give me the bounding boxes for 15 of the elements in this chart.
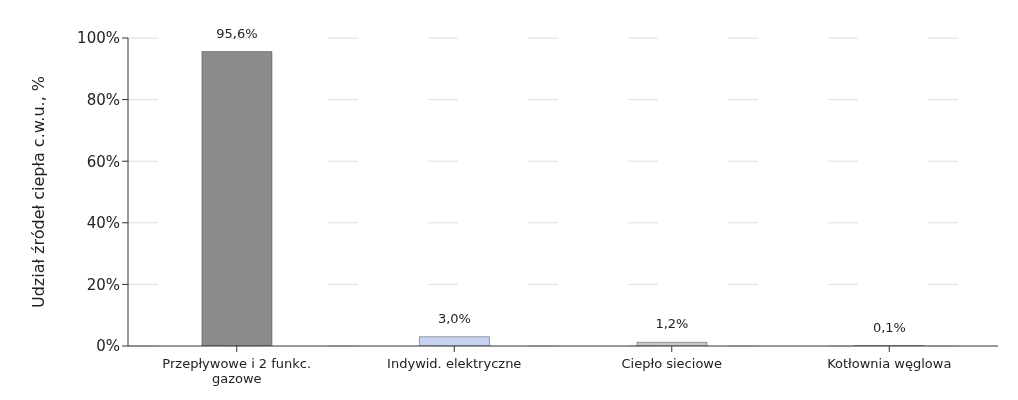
x-tick-label: Ciepło sieciowe <box>621 356 722 371</box>
data-label: 0,1% <box>872 319 906 335</box>
y-axis-title: Udział źródeł ciepła c.w.u., % <box>28 75 48 309</box>
y-tick-label: 20% <box>86 275 120 294</box>
x-tick-label: Indywid. elektryczne <box>387 356 522 371</box>
y-tick-label: 60% <box>86 152 120 171</box>
data-label: 1,2% <box>655 316 689 332</box>
x-tick-label: Kotłownia węglowa <box>827 356 952 371</box>
y-tick-label: 80% <box>86 90 120 109</box>
data-label: 3,0% <box>437 310 471 326</box>
y-tick-label: 0% <box>96 337 120 356</box>
y-tick-label: 40% <box>86 214 120 233</box>
x-tick-label: Przepływowe i 2 funkc. gazowe <box>162 356 312 386</box>
y-tick-label: 100% <box>77 29 120 48</box>
data-label: 95,6% <box>216 25 258 41</box>
